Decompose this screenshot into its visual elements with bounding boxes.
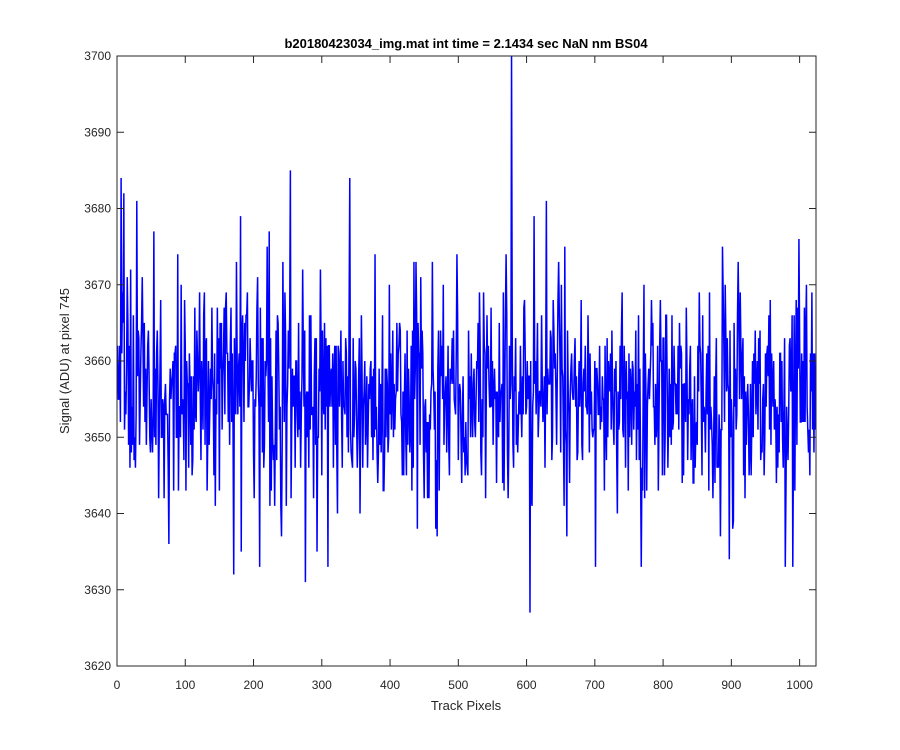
x-tick-label: 800 bbox=[653, 678, 673, 692]
y-tick-label: 3700 bbox=[84, 49, 111, 63]
series-group bbox=[117, 56, 816, 613]
x-tick-label: 1000 bbox=[786, 678, 813, 692]
x-tick-label: 300 bbox=[312, 678, 332, 692]
y-tick-label: 3630 bbox=[84, 583, 111, 597]
y-tick-label: 3650 bbox=[84, 430, 111, 444]
y-tick-label: 3640 bbox=[84, 507, 111, 521]
x-tick-label: 700 bbox=[585, 678, 605, 692]
x-tick-label: 200 bbox=[244, 678, 264, 692]
x-axis-label: Track Pixels bbox=[431, 698, 502, 713]
x-tick-label: 900 bbox=[721, 678, 741, 692]
series-line bbox=[117, 56, 816, 613]
x-tick-label: 500 bbox=[448, 678, 468, 692]
y-tick-label: 3620 bbox=[84, 659, 111, 673]
y-tick-label: 3670 bbox=[84, 278, 111, 292]
y-tick-label: 3680 bbox=[84, 202, 111, 216]
x-tick-label: 600 bbox=[517, 678, 537, 692]
chart-title: b20180423034_img.mat int time = 2.1434 s… bbox=[284, 36, 648, 51]
x-tick-label: 0 bbox=[114, 678, 121, 692]
x-tick-label: 400 bbox=[380, 678, 400, 692]
y-axis-label: Signal (ADU) at pixel 745 bbox=[57, 288, 72, 434]
y-tick-label: 3690 bbox=[84, 125, 111, 139]
x-tick-label: 100 bbox=[175, 678, 195, 692]
y-tick-label: 3660 bbox=[84, 354, 111, 368]
ticks-group: 0 100 200 300 400 500 600 700 800 900 1000 3620 3630… bbox=[84, 49, 816, 692]
